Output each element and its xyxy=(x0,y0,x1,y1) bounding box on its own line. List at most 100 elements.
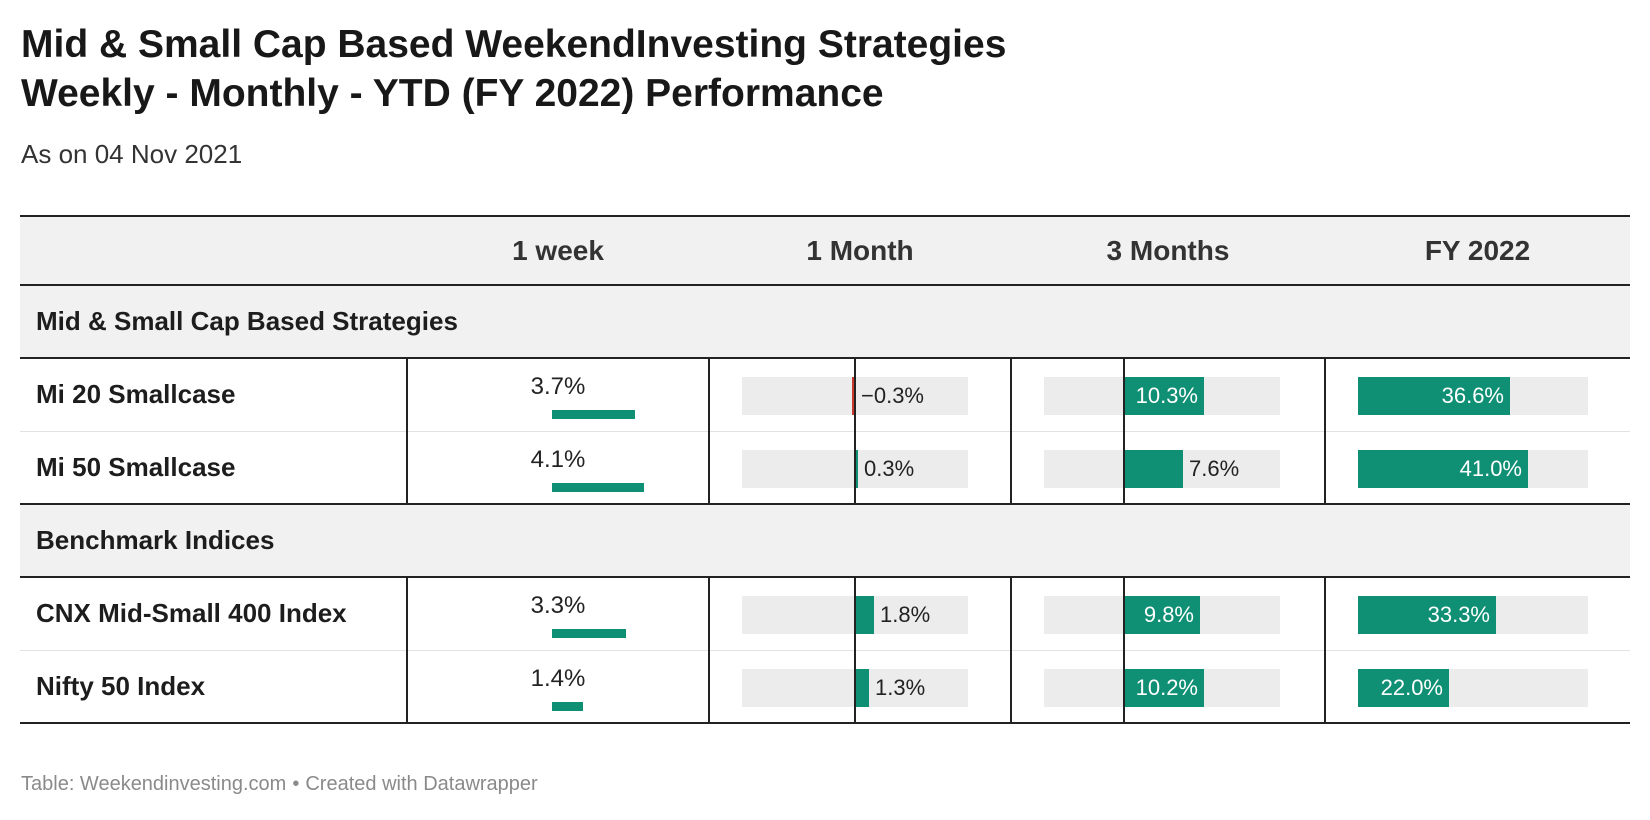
cell-three-months: 10.2% xyxy=(1011,650,1326,724)
cell-week: 3.3% xyxy=(407,577,710,651)
bar-track: −0.3% xyxy=(742,359,968,432)
data-label: 41.0% xyxy=(1459,455,1522,481)
header-fy-2022: FY 2022 xyxy=(1325,215,1630,286)
bar xyxy=(1124,377,1204,415)
bar xyxy=(855,596,874,634)
data-label: 1.8% xyxy=(880,602,931,627)
cell-week: 1.4% xyxy=(407,650,710,724)
cell-three-months: 9.8% xyxy=(1011,577,1326,651)
week-cell: 3.7% xyxy=(408,359,708,431)
data-label: 1.4% xyxy=(530,664,586,692)
data-label: 4.1% xyxy=(530,445,586,473)
zero-axis-line xyxy=(1123,650,1125,724)
bar xyxy=(855,668,869,707)
row-name: CNX Mid-Small 400 Index xyxy=(20,577,408,651)
bar xyxy=(552,701,583,711)
performance-table: 1 week 1 Month 3 Months FY 2022 Mid & Sm… xyxy=(20,215,1630,724)
data-label: 7.6% xyxy=(1189,455,1240,481)
zero-axis-line xyxy=(1123,359,1125,432)
bar-track: 1.3% xyxy=(742,650,968,724)
bar xyxy=(852,377,855,415)
data-label: 3.3% xyxy=(530,592,586,619)
footer-credit: Created with Datawrapper xyxy=(305,773,538,795)
zero-axis-line xyxy=(854,431,856,505)
cell-week: 4.1% xyxy=(407,431,710,505)
chart-title: Mid & Small Cap Based WeekendInvesting S… xyxy=(21,20,1006,118)
title-line-1: Mid & Small Cap Based WeekendInvesting S… xyxy=(21,23,1007,66)
zero-axis-line xyxy=(1123,578,1125,651)
group-label: Benchmark Indices xyxy=(20,504,1630,578)
cell-fy2022: 41.0% xyxy=(1325,431,1630,505)
table-row: Mi 50 Smallcase 4.1% 0.3% 7.6% 41.0% xyxy=(20,431,1630,505)
zero-axis-line xyxy=(1123,431,1125,505)
week-cell: 1.4% xyxy=(408,651,708,723)
bar-track: 36.6% xyxy=(1358,377,1588,415)
data-label: 9.8% xyxy=(1143,602,1194,627)
data-label: 1.3% xyxy=(875,674,926,700)
bar-track: 10.3% xyxy=(1044,359,1280,432)
bar xyxy=(1358,668,1449,707)
header-blank xyxy=(20,215,407,286)
cell-fy2022: 22.0% xyxy=(1325,650,1630,724)
footer-separator: • xyxy=(292,773,300,795)
bar xyxy=(855,449,858,488)
cell-month: 1.3% xyxy=(709,650,1012,724)
cell-fy2022: 33.3% xyxy=(1325,577,1630,651)
bar xyxy=(1124,449,1183,488)
bar xyxy=(1358,596,1496,634)
header-1-week: 1 week xyxy=(407,215,709,286)
chart-subtitle: As on 04 Nov 2021 xyxy=(21,139,243,169)
bar-track: 33.3% xyxy=(1358,596,1588,634)
bar xyxy=(1124,668,1204,707)
week-cell: 4.1% xyxy=(408,432,708,504)
bar xyxy=(552,482,644,492)
footer: Table: Weekendinvesting.com • Created with… xyxy=(21,773,538,796)
header-1-month: 1 Month xyxy=(709,215,1011,286)
group-header-row: Mid & Small Cap Based Strategies xyxy=(20,285,1630,359)
bar xyxy=(1358,449,1528,488)
row-name: Mi 20 Smallcase xyxy=(20,358,408,432)
cell-month: −0.3% xyxy=(709,358,1012,432)
row-name: Mi 50 Smallcase xyxy=(20,431,408,505)
bar xyxy=(552,629,626,638)
bar-track: 10.2% xyxy=(1044,650,1280,724)
zero-axis-line xyxy=(854,650,856,724)
zero-axis-line xyxy=(854,359,856,432)
table-row: CNX Mid-Small 400 Index 3.3% 1.8% 9.8% 33.3% xyxy=(20,577,1630,651)
data-label: 10.2% xyxy=(1135,674,1198,700)
data-label: −0.3% xyxy=(861,383,924,408)
data-label: 33.3% xyxy=(1427,602,1490,627)
zero-axis-line xyxy=(854,578,856,651)
group-label: Mid & Small Cap Based Strategies xyxy=(20,285,1630,359)
bar-track: 41.0% xyxy=(1358,449,1588,488)
header-row: 1 week 1 Month 3 Months FY 2022 xyxy=(20,215,1630,286)
data-label: 3.7% xyxy=(530,373,586,400)
bar-track: 0.3% xyxy=(742,431,968,505)
data-label: 0.3% xyxy=(864,455,915,481)
bar-track: 22.0% xyxy=(1358,668,1588,707)
cell-three-months: 10.3% xyxy=(1011,358,1326,432)
footer-source: Table: Weekendinvesting.com xyxy=(21,773,287,795)
data-label: 22.0% xyxy=(1380,674,1443,700)
title-line-2: Weekly - Monthly - YTD (FY 2022) Perform… xyxy=(21,72,884,115)
table-row: Nifty 50 Index 1.4% 1.3% 10.2% 22.0% xyxy=(20,650,1630,724)
bar xyxy=(552,410,635,419)
table-row: Mi 20 Smallcase 3.7% −0.3% 10.3% 36.6% xyxy=(20,358,1630,432)
header-3-months: 3 Months xyxy=(1011,215,1325,286)
bar-track: 1.8% xyxy=(742,578,968,651)
cell-month: 1.8% xyxy=(709,577,1012,651)
table-body: Mid & Small Cap Based Strategies Mi 20 Sm… xyxy=(20,285,1630,724)
group-header-row: Benchmark Indices xyxy=(20,504,1630,578)
week-cell: 3.3% xyxy=(408,578,708,650)
bar xyxy=(1124,596,1200,634)
bar xyxy=(1358,377,1510,415)
data-label: 10.3% xyxy=(1135,383,1198,408)
cell-fy2022: 36.6% xyxy=(1325,358,1630,432)
cell-week: 3.7% xyxy=(407,358,710,432)
bar-track: 7.6% xyxy=(1044,431,1280,505)
cell-month: 0.3% xyxy=(709,431,1012,505)
row-name: Nifty 50 Index xyxy=(20,650,408,724)
cell-three-months: 7.6% xyxy=(1011,431,1326,505)
data-label: 36.6% xyxy=(1441,383,1504,408)
bar-track: 9.8% xyxy=(1044,578,1280,651)
